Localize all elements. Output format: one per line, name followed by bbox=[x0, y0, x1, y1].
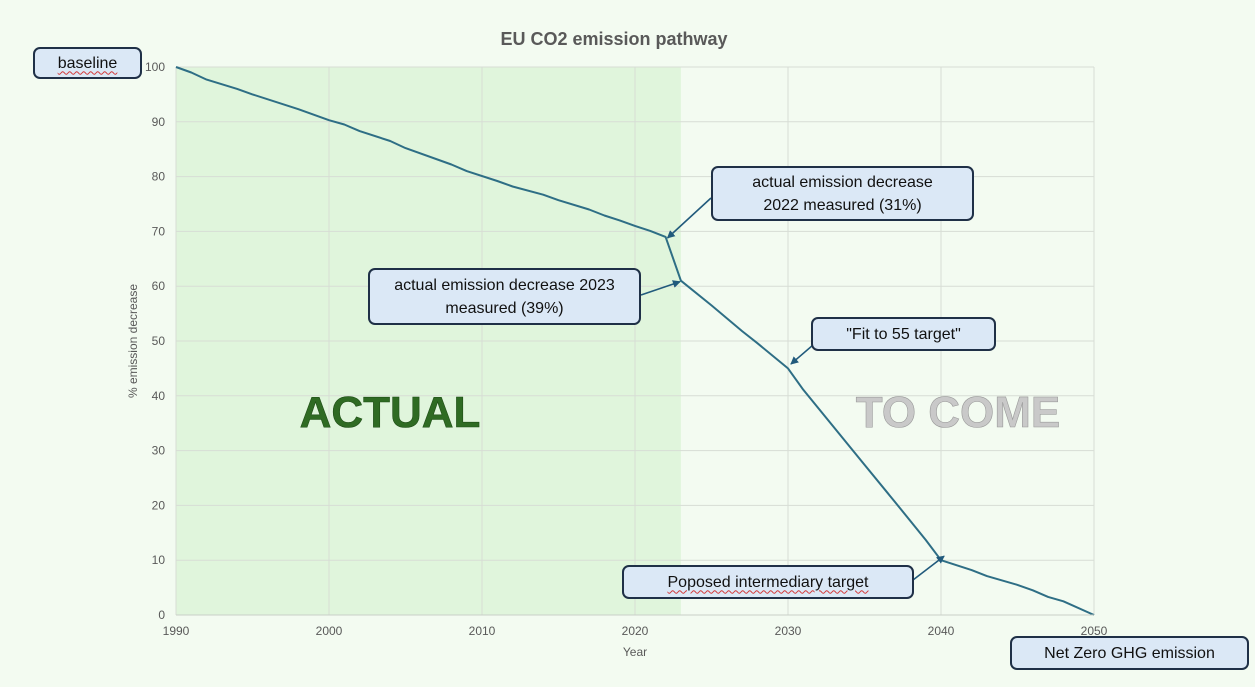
callout-2023-line-2: measured (39%) bbox=[445, 299, 564, 317]
x-tick-label: 2020 bbox=[622, 624, 649, 638]
y-tick-label: 50 bbox=[152, 334, 166, 348]
x-tick-label: 2040 bbox=[928, 624, 955, 638]
annotation-arrow bbox=[640, 280, 681, 296]
callout-intermediary-target: Poposed intermediary target bbox=[622, 565, 914, 599]
callout-baseline: baseline bbox=[33, 47, 142, 79]
y-tick-label: 40 bbox=[152, 389, 166, 403]
callout-baseline-text: baseline bbox=[57, 54, 118, 72]
callout-net-zero-text: Net Zero GHG emission bbox=[1044, 644, 1215, 662]
y-tick-label: 10 bbox=[152, 553, 166, 567]
y-tick-label: 60 bbox=[152, 279, 166, 293]
callout-2023-line-1: actual emission decrease 2023 bbox=[394, 276, 615, 294]
callout-2022-line-2: 2022 measured (31%) bbox=[763, 196, 922, 214]
x-tick-label: 2030 bbox=[775, 624, 802, 638]
region-label-to-come: TO COME bbox=[856, 388, 1061, 437]
y-tick-label: 0 bbox=[158, 608, 165, 622]
y-tick-label: 90 bbox=[152, 115, 166, 129]
y-tick-label: 100 bbox=[145, 60, 165, 74]
y-tick-label: 70 bbox=[152, 224, 166, 238]
region-label-actual: ACTUAL bbox=[300, 388, 481, 437]
series-line-0 bbox=[175, 66, 1095, 616]
callout-2023: actual emission decrease 2023 measured (… bbox=[368, 268, 641, 325]
y-tick-label: 80 bbox=[152, 170, 166, 184]
callout-2022: actual emission decrease 2022 measured (… bbox=[711, 166, 974, 221]
callout-2022-line-1: actual emission decrease bbox=[752, 173, 933, 191]
annotation-arrow bbox=[666, 197, 712, 239]
x-tick-label: 1990 bbox=[163, 624, 190, 638]
x-tick-label: 2000 bbox=[316, 624, 343, 638]
callout-net-zero: Net Zero GHG emission bbox=[1010, 636, 1249, 670]
y-tick-label: 20 bbox=[152, 498, 166, 512]
x-tick-label: 2050 bbox=[1081, 624, 1108, 638]
callout-intermediary-text: Poposed intermediary target bbox=[667, 573, 869, 591]
annotation-arrow bbox=[912, 555, 945, 581]
y-tick-label: 30 bbox=[152, 444, 166, 458]
callout-fit-to-55-text: "Fit to 55 target" bbox=[846, 325, 961, 343]
y-axis-label: % emission decrease bbox=[126, 284, 140, 398]
x-tick-label: 2010 bbox=[469, 624, 496, 638]
chart-title: EU CO2 emission pathway bbox=[500, 29, 727, 49]
callout-fit-to-55: "Fit to 55 target" bbox=[811, 317, 996, 351]
x-axis-label: Year bbox=[623, 645, 647, 659]
